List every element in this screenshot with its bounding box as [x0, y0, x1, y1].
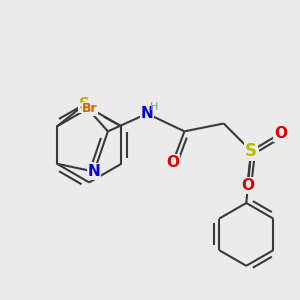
Text: N: N: [88, 164, 100, 179]
Text: N: N: [141, 106, 154, 121]
Text: O: O: [166, 155, 179, 170]
Text: O: O: [241, 178, 254, 193]
Text: Br: Br: [82, 102, 98, 115]
Text: S: S: [79, 98, 90, 112]
Text: H: H: [150, 102, 158, 112]
Text: S: S: [245, 142, 257, 160]
Text: O: O: [274, 126, 287, 141]
